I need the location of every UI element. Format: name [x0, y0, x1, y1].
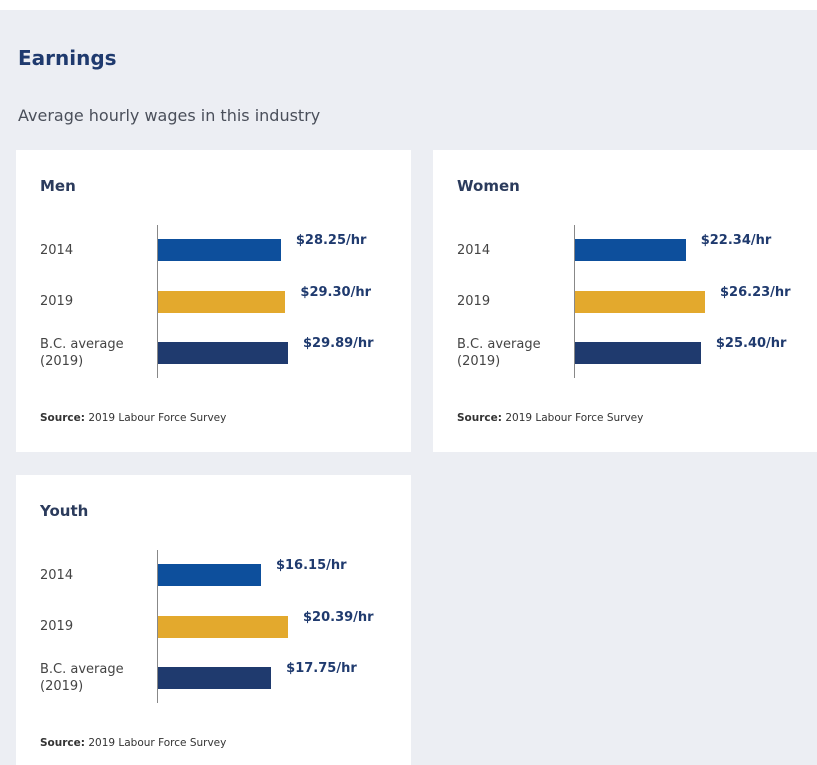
bar — [158, 667, 272, 689]
source: Source: 2019 Labour Force Survey — [457, 412, 643, 424]
source-label: Source: — [457, 412, 502, 424]
value-label: $16.15/hr — [275, 558, 347, 573]
category-label: 2019 — [40, 294, 74, 309]
chart-card: Women 2014 $22.34/hr 2019 $26.23/hr B.C. aver… — [433, 150, 817, 452]
category-label: B.C. average (2019) — [40, 337, 124, 369]
axis-line — [157, 225, 158, 378]
bar — [158, 564, 261, 586]
value-label: $28.25/hr — [295, 233, 367, 248]
source-label: Source: — [40, 412, 85, 424]
category-label: 2014 — [40, 567, 74, 583]
category-label: B.C. average (2019) — [40, 662, 124, 694]
source-text: 2019 Labour Force Survey — [505, 412, 644, 424]
category-label: 2014 — [457, 242, 491, 258]
bar — [575, 342, 701, 364]
bar — [158, 239, 281, 261]
value-label: $29.30/hr — [300, 284, 372, 300]
source: Source: 2019 Labour Force Survey — [40, 737, 226, 749]
value-label: $29.89/hr — [303, 336, 374, 351]
bar — [575, 290, 705, 313]
section-title: Earnings — [18, 46, 117, 70]
section-subtitle: Average hourly wages in this industry — [18, 106, 321, 125]
value-label: $17.75/hr — [286, 661, 357, 676]
bar — [158, 342, 288, 364]
axis-line — [574, 225, 575, 378]
category-label: 2014 — [40, 242, 74, 258]
bar — [575, 239, 686, 261]
value-label: $25.40/hr — [715, 336, 787, 351]
chart-title: Youth — [40, 502, 89, 520]
source: Source: 2019 Labour Force Survey — [40, 412, 226, 424]
source-text: 2019 Labour Force Survey — [88, 412, 227, 424]
value-label: $20.39/hr — [303, 609, 374, 625]
chart-card: Youth 2014 $16.15/hr 2019 $20.39/hr B.C. aver… — [16, 475, 411, 765]
bar — [158, 290, 286, 313]
category-label: 2019 — [40, 619, 74, 634]
source-text: 2019 Labour Force Survey — [88, 737, 227, 749]
category-label: 2019 — [457, 294, 491, 309]
bar — [158, 615, 288, 638]
top-strip — [0, 0, 817, 10]
chart-title: Men — [40, 177, 76, 195]
source-label: Source: — [40, 737, 85, 749]
chart-card: Men 2014 $28.25/hr 2019 $29.30/hr B.C. averag… — [16, 150, 411, 452]
category-label: B.C. average (2019) — [457, 337, 541, 369]
value-label: $22.34/hr — [700, 233, 772, 248]
chart-title: Women — [457, 177, 520, 195]
axis-line — [157, 550, 158, 703]
value-label: $26.23/hr — [720, 284, 791, 300]
